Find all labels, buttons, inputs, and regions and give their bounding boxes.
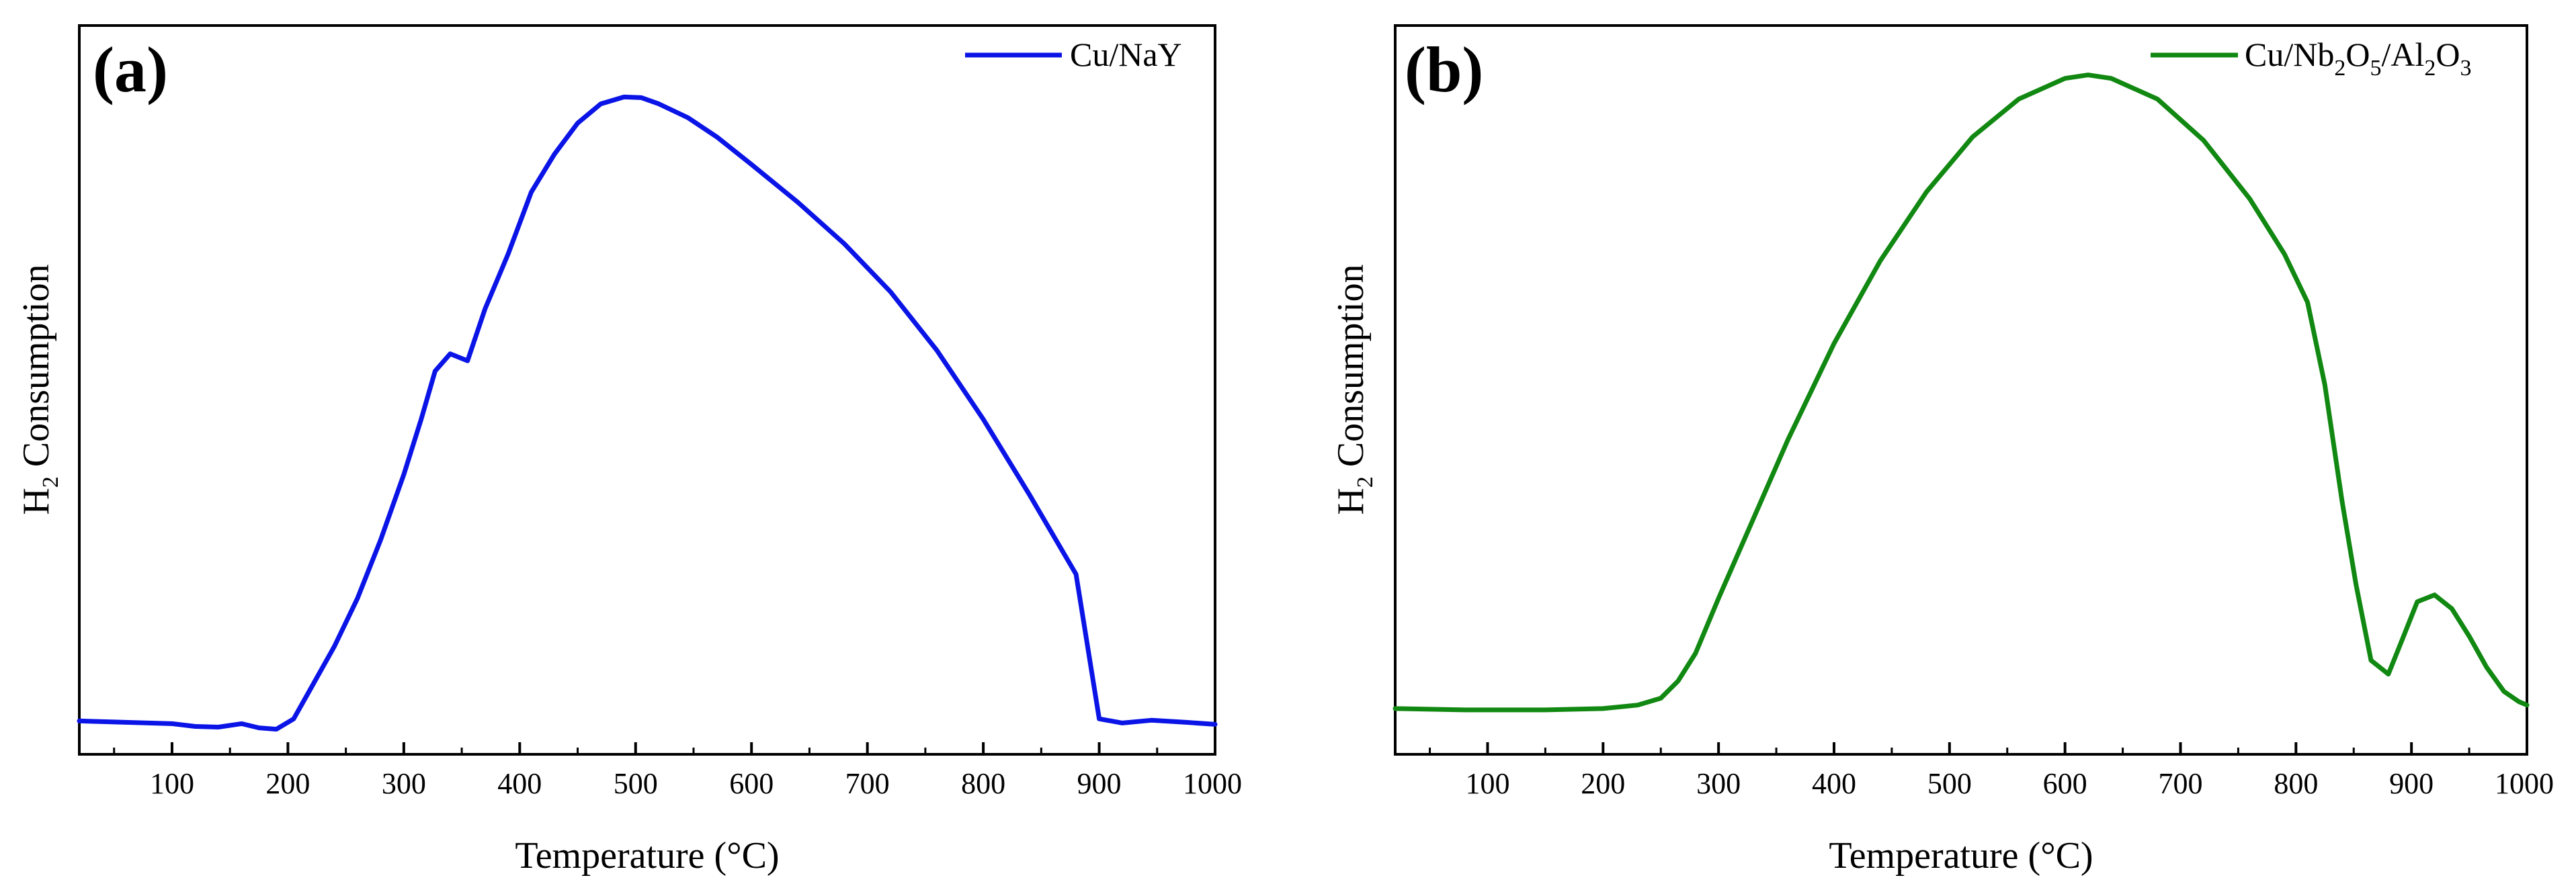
x-tick-label-a-1000: 1000 <box>1183 767 1242 800</box>
legend-a: Cu/NaY <box>965 36 1182 73</box>
x-tick-label-b-600: 600 <box>2043 767 2087 800</box>
x-tick-label-a-600: 600 <box>729 767 774 800</box>
x-tick-label-a-500: 500 <box>614 767 658 800</box>
plot-frame-a <box>78 24 1216 756</box>
legend-label-b: Cu/Nb2O5/Al2O3 <box>2245 36 2471 81</box>
chart-panel-a: 100 200 300 400 500 600 700 800 900 1000 (a) Cu/N… <box>15 24 1242 877</box>
x-tick-label-a-800: 800 <box>961 767 1005 800</box>
x-tick-label-b-400: 400 <box>1812 767 1856 800</box>
series-line-cu-nb2o5-al2o3 <box>1393 73 2530 713</box>
x-tick-label-b-1000: 1000 <box>2495 767 2554 800</box>
x-ticks-a: 100 200 300 400 500 600 700 800 900 1000 <box>113 742 1242 800</box>
x-tick-label-a-200: 200 <box>265 767 310 800</box>
x-tick-label-b-900: 900 <box>2389 767 2434 800</box>
x-tick-label-b-200: 200 <box>1581 767 1625 800</box>
y-axis-label-b: H2 Consumption <box>1330 264 1378 515</box>
x-tick-label-a-100: 100 <box>150 767 194 800</box>
x-axis-label-b: Temperature (°C) <box>1829 835 2093 877</box>
x-tick-label-a-900: 900 <box>1077 767 1122 800</box>
x-tick-label-b-500: 500 <box>1927 767 1972 800</box>
panel-label-b: (b) <box>1405 34 1483 105</box>
x-tick-label-b-800: 800 <box>2274 767 2318 800</box>
x-tick-label-b-300: 300 <box>1696 767 1741 800</box>
x-ticks-b: 100 200 300 400 500 600 700 800 900 1000 <box>1429 742 2554 800</box>
chart-panel-b: 100 200 300 400 500 600 700 800 900 1000 (b) Cu/N… <box>1330 24 2554 877</box>
x-tick-label-a-300: 300 <box>382 767 426 800</box>
x-axis-label-a: Temperature (°C) <box>515 835 779 877</box>
x-tick-label-a-400: 400 <box>497 767 542 800</box>
plot-frame-b <box>1394 24 2528 756</box>
legend-label-a: Cu/NaY <box>1070 36 1182 73</box>
x-tick-label-b-700: 700 <box>2158 767 2202 800</box>
panel-label-a: (a) <box>93 34 168 105</box>
y-axis-label-a: H2 Consumption <box>15 264 63 515</box>
x-tick-label-b-100: 100 <box>1465 767 1509 800</box>
series-line-cu-nay <box>77 94 1218 732</box>
legend-b: Cu/Nb2O5/Al2O3 <box>2151 36 2471 81</box>
x-tick-label-a-700: 700 <box>845 767 890 800</box>
